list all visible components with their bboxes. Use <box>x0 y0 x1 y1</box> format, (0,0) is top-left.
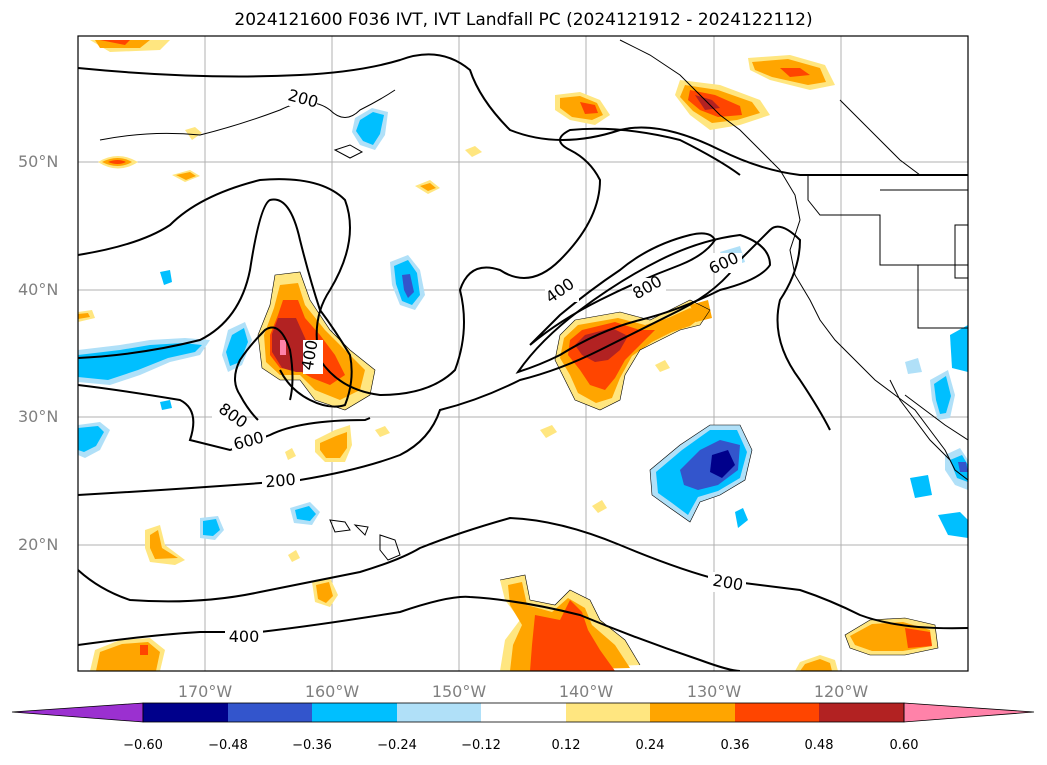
colorbar-tick-label: −0.24 <box>377 738 417 753</box>
colorbar-segment <box>481 703 566 722</box>
contour-label: 800 <box>629 271 665 303</box>
lon-label: 140°W <box>558 682 614 701</box>
colorbar-tick-label: −0.36 <box>292 738 332 753</box>
colorbar-segment <box>566 703 650 722</box>
colorbar-tick-label: 0.60 <box>889 738 919 753</box>
colorbar-segment <box>397 703 481 722</box>
colorbar-tick-label: −0.48 <box>208 738 248 753</box>
lat-label: 40°N <box>18 280 59 299</box>
colorbar-segment <box>735 703 819 722</box>
colorbar-tick-label: 0.48 <box>804 738 834 753</box>
lon-label: 160°W <box>304 682 360 701</box>
colorbar-tick-label: 0.36 <box>720 738 750 753</box>
colorbar-segment <box>228 703 312 722</box>
lon-label: 120°W <box>813 682 869 701</box>
lon-label: 130°W <box>686 682 742 701</box>
colorbar-segment <box>819 703 904 722</box>
contour-label: 200 <box>286 85 320 111</box>
contour-label: 200 <box>264 470 296 492</box>
gridlines <box>78 36 968 671</box>
map-frame <box>77 35 969 672</box>
positive-anomaly-fields <box>78 40 938 671</box>
lat-label: 20°N <box>18 535 59 554</box>
colorbar-tick-label: −0.12 <box>461 738 501 753</box>
lon-label: 170°W <box>177 682 233 701</box>
negative-anomaly-fields <box>78 108 968 540</box>
colorbar-tick-label: −0.60 <box>123 738 163 753</box>
lat-label: 30°N <box>18 407 59 426</box>
coastlines <box>99 39 968 561</box>
colorbar <box>11 702 1035 723</box>
colorbar-extend-low <box>11 702 144 723</box>
lat-label: 50°N <box>18 152 59 171</box>
colorbar-segment <box>650 703 735 722</box>
colorbar-tick-label: 0.12 <box>551 738 581 753</box>
lon-label: 150°W <box>431 682 487 701</box>
colorbar-extend-high <box>903 702 1035 723</box>
colorbar-segment <box>143 703 228 722</box>
map-title: 2024121600 F036 IVT, IVT Landfall PC (20… <box>234 10 813 30</box>
contour-label: 400 <box>229 627 260 646</box>
colorbar-segment <box>312 703 397 722</box>
contour-label: 400 <box>542 274 578 307</box>
colorbar-tick-label: 0.24 <box>635 738 665 753</box>
ivt-contours <box>78 53 968 671</box>
